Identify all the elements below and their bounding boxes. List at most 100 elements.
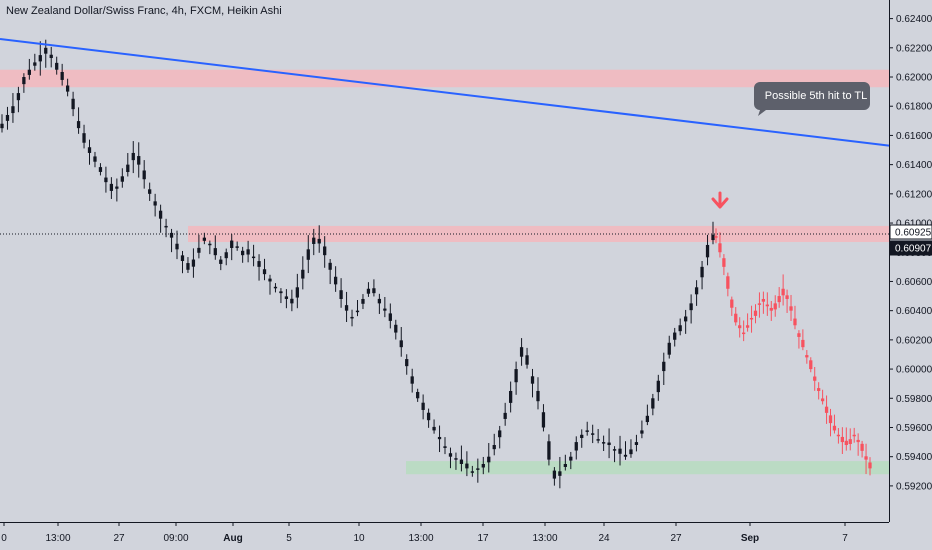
candle[interactable] <box>416 391 420 399</box>
candle[interactable] <box>552 470 557 479</box>
candle[interactable] <box>131 152 135 161</box>
projection-candle[interactable] <box>773 303 777 310</box>
projection-candle[interactable] <box>777 296 781 303</box>
candle[interactable] <box>634 442 639 445</box>
candle[interactable] <box>465 463 469 469</box>
candle[interactable] <box>591 433 595 435</box>
candle[interactable] <box>153 201 157 206</box>
candle[interactable] <box>33 62 37 66</box>
candle[interactable] <box>49 54 53 59</box>
candle[interactable] <box>224 252 228 259</box>
projection-candle[interactable] <box>820 398 825 402</box>
projection-candle[interactable] <box>824 406 829 413</box>
projection-candle[interactable] <box>840 436 844 443</box>
candle[interactable] <box>60 71 64 80</box>
projection-candle[interactable] <box>828 415 833 424</box>
candle[interactable] <box>82 133 86 143</box>
candle[interactable] <box>623 454 628 457</box>
candle[interactable] <box>437 436 442 440</box>
candle[interactable] <box>279 291 283 294</box>
candle[interactable] <box>421 402 425 410</box>
projection-candle[interactable] <box>868 462 872 469</box>
candle[interactable] <box>525 355 529 365</box>
candle[interactable] <box>678 325 682 332</box>
candle[interactable] <box>394 324 398 333</box>
projection-candle[interactable] <box>749 317 754 320</box>
candle[interactable] <box>251 256 256 259</box>
candle[interactable] <box>246 249 250 255</box>
candle[interactable] <box>601 442 606 444</box>
candle[interactable] <box>667 342 671 355</box>
candle[interactable] <box>65 85 70 92</box>
projection-candle[interactable] <box>789 306 793 311</box>
candle[interactable] <box>443 446 447 448</box>
projection-candle[interactable] <box>809 360 813 370</box>
candle[interactable] <box>700 266 704 278</box>
candle[interactable] <box>164 225 168 228</box>
candle[interactable] <box>208 243 212 246</box>
candle[interactable] <box>399 340 403 348</box>
candle[interactable] <box>607 442 611 446</box>
candle[interactable] <box>104 177 108 183</box>
candle[interactable] <box>596 439 600 441</box>
projection-candle[interactable] <box>761 298 766 302</box>
candle[interactable] <box>44 47 48 54</box>
candle[interactable] <box>558 471 562 476</box>
projection-candle[interactable] <box>793 318 797 326</box>
projection-candle[interactable] <box>805 355 809 358</box>
projection-candle[interactable] <box>769 307 773 311</box>
projection-candle[interactable] <box>726 276 730 289</box>
candle[interactable] <box>470 471 474 473</box>
candle[interactable] <box>410 376 414 384</box>
projection-candle[interactable] <box>722 258 726 267</box>
candle[interactable] <box>295 287 299 298</box>
candle[interactable] <box>492 445 496 450</box>
candle[interactable] <box>76 121 81 129</box>
candle[interactable] <box>38 55 42 62</box>
candle[interactable] <box>301 269 305 279</box>
candle[interactable] <box>306 249 310 260</box>
projection-candle[interactable] <box>813 376 817 381</box>
candle[interactable] <box>673 332 677 340</box>
candle[interactable] <box>109 183 114 191</box>
candle[interactable] <box>126 164 130 173</box>
candle[interactable] <box>344 305 349 311</box>
candle[interactable] <box>481 463 485 468</box>
candle[interactable] <box>175 243 179 250</box>
candle[interactable] <box>405 359 409 367</box>
candle[interactable] <box>317 238 321 244</box>
projection-candle[interactable] <box>753 310 758 316</box>
projection-candle[interactable] <box>757 303 762 305</box>
candle[interactable] <box>230 240 234 248</box>
candle[interactable] <box>312 237 316 244</box>
candle[interactable] <box>158 210 163 219</box>
projection-candle[interactable] <box>856 439 860 443</box>
projection-candle[interactable] <box>738 325 742 329</box>
candle[interactable] <box>115 186 119 189</box>
candle[interactable] <box>284 296 289 299</box>
candle[interactable] <box>684 316 688 322</box>
projection-candle[interactable] <box>714 236 718 238</box>
candle[interactable] <box>574 442 578 451</box>
projection-candle[interactable] <box>781 288 785 296</box>
candle[interactable] <box>87 147 92 153</box>
candle[interactable] <box>355 310 360 313</box>
candle[interactable] <box>563 463 567 467</box>
candle[interactable] <box>273 286 278 289</box>
candle[interactable] <box>0 123 4 129</box>
candle[interactable] <box>448 453 453 457</box>
projection-candle[interactable] <box>745 325 750 328</box>
candle[interactable] <box>328 262 332 270</box>
candle[interactable] <box>629 449 633 455</box>
projection-candle[interactable] <box>765 304 769 307</box>
candle[interactable] <box>662 361 666 372</box>
candle[interactable] <box>262 269 267 275</box>
candle[interactable] <box>142 170 146 180</box>
candle[interactable] <box>137 156 141 165</box>
candle[interactable] <box>120 176 124 182</box>
candle[interactable] <box>388 313 392 321</box>
candle[interactable] <box>333 276 338 285</box>
candle[interactable] <box>339 290 343 299</box>
projection-candle[interactable] <box>852 434 856 437</box>
candle[interactable] <box>487 456 491 463</box>
